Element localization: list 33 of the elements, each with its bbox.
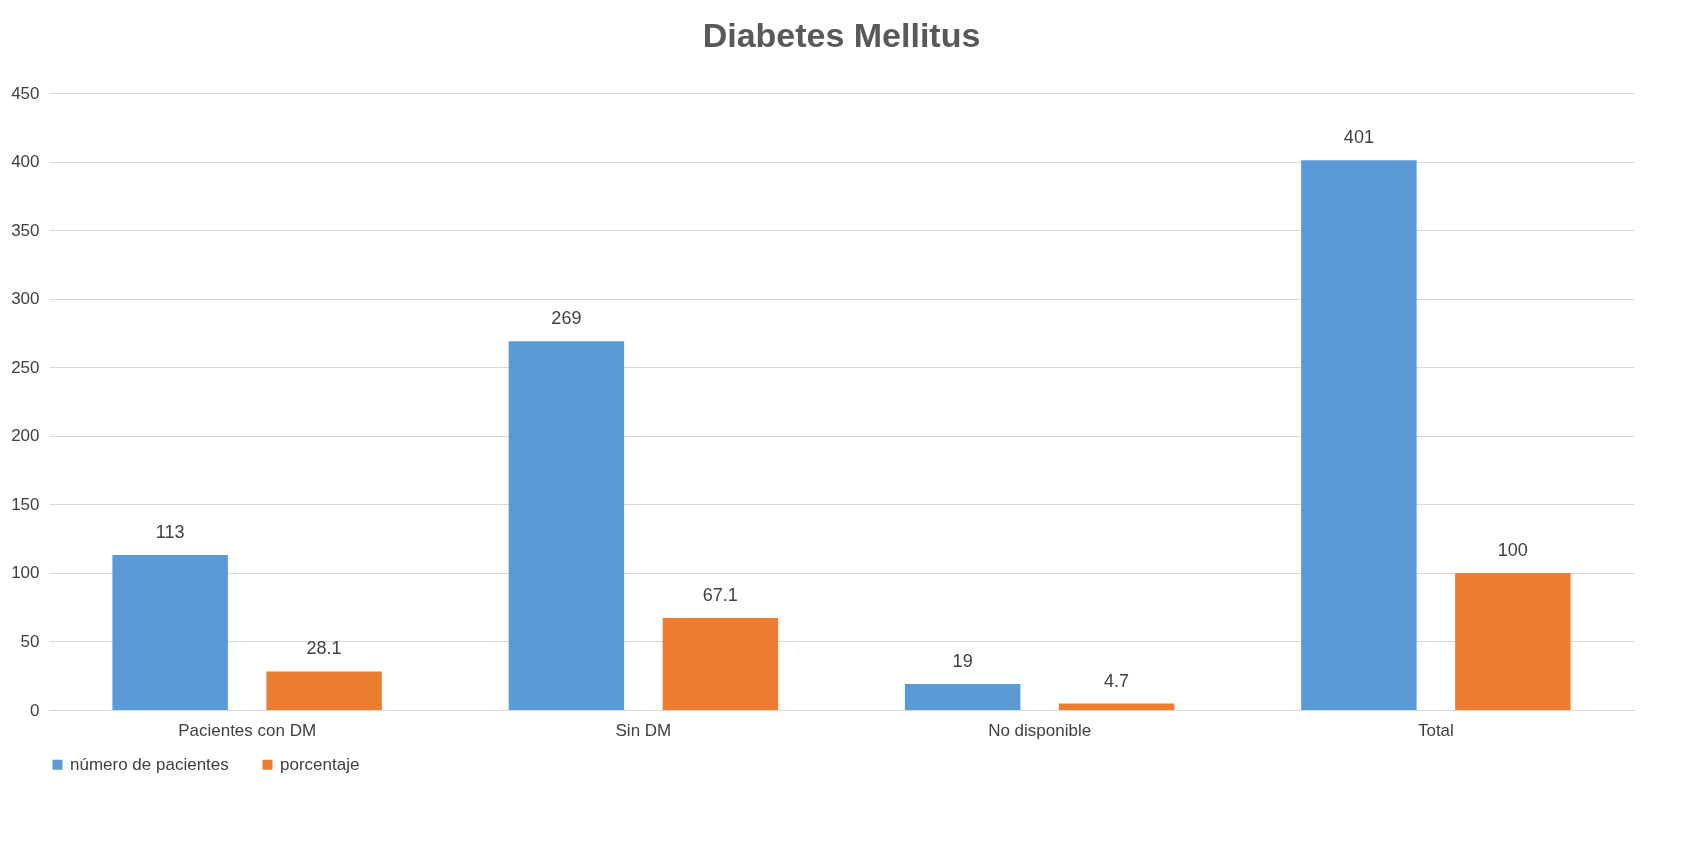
x-tick-label: Pacientes con DM xyxy=(178,720,317,740)
y-tick-label: 400 xyxy=(11,152,40,172)
x-tick-label: Sin DM xyxy=(615,720,672,740)
y-tick-label: 300 xyxy=(11,289,40,309)
data-label: 401 xyxy=(1343,127,1374,148)
legend-label: número de pacientes xyxy=(70,754,229,774)
bar xyxy=(508,341,625,710)
y-tick-label: 200 xyxy=(11,426,40,446)
data-label: 113 xyxy=(155,522,185,543)
data-label: 269 xyxy=(551,308,582,329)
bar xyxy=(1058,703,1175,710)
bar xyxy=(1301,160,1417,710)
legend-label: porcentaje xyxy=(280,754,360,774)
x-tick-label: Total xyxy=(1417,720,1454,740)
y-tick-label: 450 xyxy=(11,83,40,103)
data-label: 28.1 xyxy=(306,638,342,659)
bar xyxy=(1455,572,1571,710)
data-label: 4.7 xyxy=(1104,670,1130,691)
y-tick-label: 0 xyxy=(30,700,40,720)
bar xyxy=(266,671,382,710)
y-tick-label: 350 xyxy=(11,220,40,240)
x-tick-label: No disponible xyxy=(988,720,1092,740)
bar xyxy=(112,555,228,710)
data-label: 100 xyxy=(1497,539,1528,560)
data-label: 19 xyxy=(952,650,973,671)
y-tick-label: 100 xyxy=(11,563,40,583)
y-tick-label: 250 xyxy=(11,357,40,377)
y-tick-label: 50 xyxy=(20,631,40,651)
bar xyxy=(904,683,1021,710)
y-tick-label: 150 xyxy=(11,494,40,514)
chart-title: Diabetes Mellitus xyxy=(702,16,981,54)
data-label: 67.1 xyxy=(702,585,738,605)
bar xyxy=(662,618,779,710)
